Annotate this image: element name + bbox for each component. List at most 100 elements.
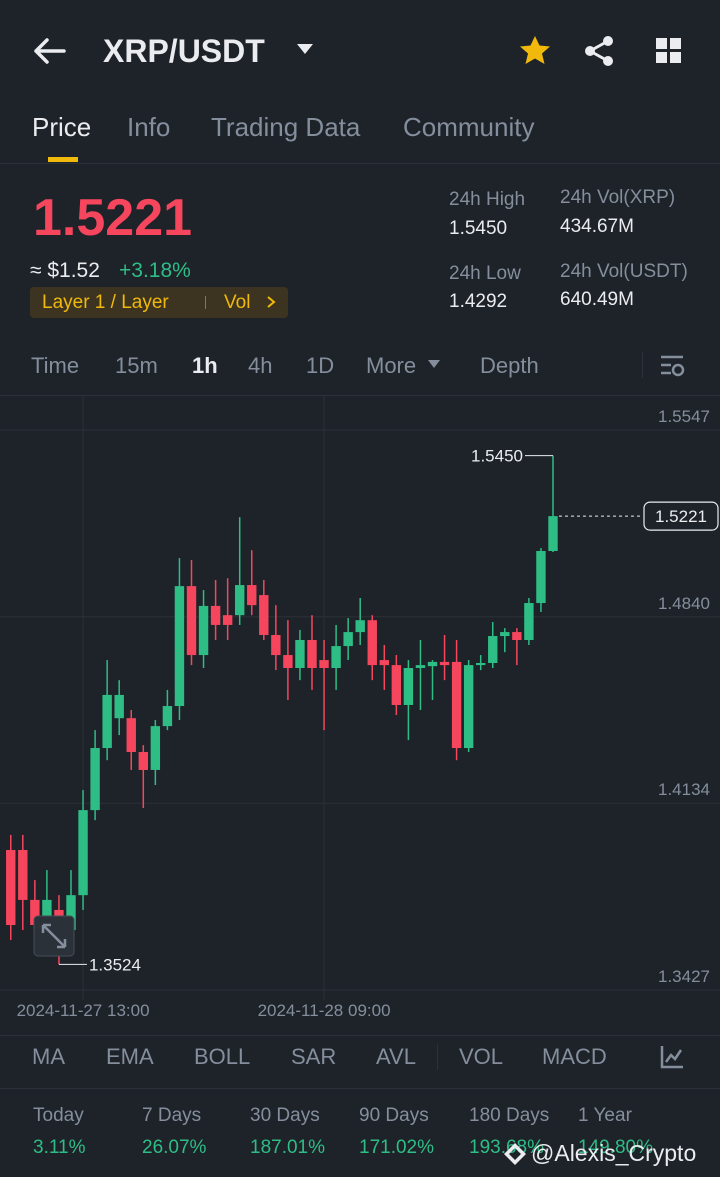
performance-period: 7 Days (142, 1105, 202, 1126)
candle-body (403, 668, 414, 705)
low-label: 1.3524 (89, 955, 141, 974)
indicator[interactable]: BOLL (194, 1044, 251, 1069)
stat-value: 640.49M (560, 289, 634, 310)
interval[interactable]: Depth (480, 353, 539, 378)
share-button[interactable] (582, 34, 616, 68)
performance-change: 26.07% (142, 1137, 207, 1158)
indicator[interactable]: EMA (106, 1044, 154, 1069)
interval[interactable]: More (366, 353, 417, 378)
performance-change: 193.68% (469, 1137, 545, 1158)
stat-label: 24h Low (449, 263, 521, 284)
performance-period: 180 Days (469, 1105, 550, 1126)
candle-body (90, 748, 100, 811)
candle-body (198, 605, 209, 656)
indicator[interactable]: MACD (542, 1044, 607, 1069)
tag[interactable]: Layer 1 / Layer (42, 292, 169, 313)
candle-body (307, 640, 317, 669)
divider (0, 1035, 720, 1036)
pair-title[interactable]: XRP/USDT (103, 33, 265, 69)
pair-dropdown[interactable] (295, 42, 315, 56)
usd-price: ≈ $1.52 (30, 259, 100, 282)
candle-body (6, 849, 16, 926)
tag-box[interactable] (30, 287, 288, 318)
stat-label: 24h High (449, 189, 526, 210)
candle-body (247, 585, 257, 606)
candle-body (343, 632, 353, 647)
candle-body (210, 605, 221, 625)
candle-body (283, 655, 293, 669)
stat-value: 1.5450 (449, 218, 508, 239)
interval[interactable]: Time (31, 353, 80, 378)
candle-body (548, 516, 558, 551)
indicator[interactable]: MA (32, 1044, 65, 1069)
candle-body (235, 585, 245, 616)
separator (642, 352, 643, 378)
candle-body (379, 660, 389, 666)
watermark-logo (504, 1143, 526, 1165)
candle-body (524, 603, 534, 641)
tab[interactable]: Price (32, 112, 92, 142)
x-tick-label: 2024-11-27 13:00 (17, 1001, 150, 1020)
layout-button[interactable] (655, 37, 683, 65)
performance-period: 30 Days (250, 1105, 320, 1126)
indicator[interactable]: SAR (291, 1044, 337, 1069)
y-tick-label: 1.4134 (658, 780, 710, 799)
candle-body (451, 661, 462, 749)
candle-body (66, 895, 76, 931)
candle-body (102, 694, 112, 749)
back-button[interactable] (30, 36, 70, 66)
last-price-label: 1.5221 (655, 507, 707, 526)
candle-body (114, 694, 124, 719)
divider (0, 1088, 720, 1089)
candle-body (536, 550, 546, 604)
stat-label: 24h Vol(USDT) (560, 261, 688, 282)
interval[interactable]: 1D (306, 353, 335, 378)
stat-value: 434.67M (560, 216, 634, 237)
performance-period: 1 Year (578, 1105, 632, 1126)
more-dropdown[interactable] (427, 359, 441, 369)
tag-extra[interactable]: Vol (224, 292, 251, 313)
stat-label: 24h Vol(XRP) (560, 187, 676, 208)
performance-change: 149.80% (578, 1137, 654, 1158)
indicator[interactable]: AVL (376, 1044, 416, 1069)
performance-change: 171.02% (359, 1137, 435, 1158)
candle-body (476, 662, 486, 666)
candle-body (367, 620, 377, 666)
candle-body (30, 899, 40, 926)
performance-change: 187.01% (250, 1137, 326, 1158)
candle-body (186, 586, 197, 656)
candle-body (391, 665, 402, 705)
tab[interactable]: Info (127, 112, 171, 142)
tag-separator (205, 296, 206, 309)
candle-body (259, 595, 269, 635)
tab[interactable]: Community (403, 112, 535, 142)
candle-body (427, 661, 438, 667)
candle-body (488, 636, 498, 663)
chart-settings[interactable] (659, 354, 687, 378)
high-label: 1.5450 (471, 447, 523, 466)
candle-body (162, 706, 173, 727)
favorite-star[interactable] (518, 34, 552, 66)
candle-body (150, 726, 161, 770)
performance-period: 90 Days (359, 1105, 429, 1126)
price-change: +3.18% (119, 259, 191, 282)
separator (437, 1044, 438, 1070)
interval[interactable]: 1h (192, 353, 218, 378)
candle-body (271, 634, 281, 656)
candle-body (355, 620, 365, 633)
candlestick-chart: 1.5547 1.4840 1.4134 1.3427 2024-11-27 13:00… (0, 395, 720, 1020)
indicator-settings[interactable] (659, 1044, 685, 1070)
expand-button[interactable] (33, 915, 75, 957)
indicator[interactable]: VOL (459, 1044, 504, 1069)
candle-body (126, 718, 136, 752)
last-price: 1.5221 (33, 189, 193, 247)
interval[interactable]: 4h (248, 353, 273, 378)
divider (0, 163, 720, 164)
interval[interactable]: 15m (115, 353, 158, 378)
tab[interactable]: Trading Data (211, 112, 361, 142)
last-price-tag (643, 501, 719, 531)
y-tick-label: 1.4840 (658, 594, 710, 613)
candle-body (331, 646, 341, 669)
